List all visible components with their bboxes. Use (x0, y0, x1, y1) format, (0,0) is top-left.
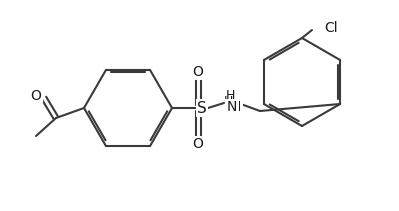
Text: O: O (193, 65, 203, 79)
Text: Cl: Cl (324, 21, 338, 35)
Text: N: N (231, 100, 241, 114)
Text: S: S (197, 100, 207, 115)
Text: O: O (193, 137, 203, 151)
Text: O: O (31, 89, 41, 103)
Text: H: H (223, 95, 233, 107)
Text: H: H (225, 88, 235, 101)
Text: N: N (227, 100, 237, 114)
